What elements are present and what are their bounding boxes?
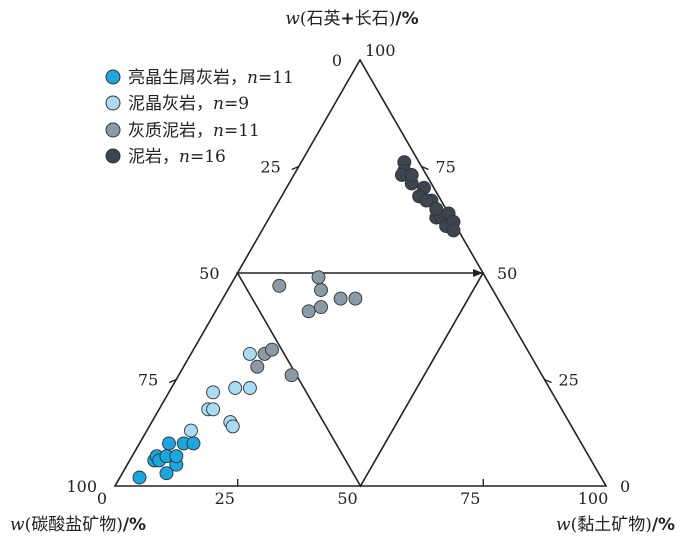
data-point-series-1: [206, 385, 221, 400]
legend-marker-1: [105, 95, 121, 111]
bottom-tick-label: 50: [337, 489, 357, 508]
legend-marker-0: [105, 69, 121, 85]
bottom-tick-label: 75: [460, 489, 480, 508]
data-point-series-1: [242, 381, 257, 395]
data-point-series-2: [265, 342, 279, 357]
data-point-series-2: [333, 291, 348, 306]
left-tick-label: 100: [66, 477, 97, 496]
data-point-series-2: [311, 270, 326, 285]
left-tick-1: [291, 165, 300, 171]
legend-label-2: 灰质泥岩，n=11: [128, 121, 260, 141]
data-point-series-3: [446, 223, 461, 238]
left-tick-0: [168, 378, 177, 384]
data-point-series-2: [284, 368, 299, 383]
legend-label-1: 泥晶灰岩，n=9: [128, 94, 249, 114]
right-tick-1: [421, 165, 429, 171]
tick-marks: [168, 165, 552, 486]
right-tick-label: 25: [559, 371, 579, 390]
legend-marker-3: [105, 148, 121, 164]
data-point-series-1: [228, 381, 243, 395]
data-point-series-1: [184, 423, 198, 438]
right-axis-title: w(黏土矿物)/%: [556, 515, 675, 535]
data-point-series-2: [348, 291, 363, 306]
data-point-series-2: [314, 300, 328, 315]
data-point-series-1: [242, 346, 257, 361]
bottom-tick-label: 0: [97, 489, 107, 508]
top-axis-title: w(石英+长石)/%: [285, 9, 418, 29]
data-point-series-0: [159, 466, 174, 481]
data-point-series-3: [404, 168, 419, 182]
data-point-series-1: [206, 402, 221, 417]
midline-arrowhead: [473, 269, 483, 277]
legend-marker-2: [105, 122, 121, 138]
data-point-series-3: [429, 202, 444, 217]
data-point-series-1: [225, 419, 240, 434]
legend-label-0: 亮晶生屑灰岩，n=11: [128, 68, 294, 88]
data-points: [132, 155, 461, 485]
right-tick-label: 50: [497, 264, 517, 283]
left-tick-label: 75: [138, 371, 158, 390]
data-point-series-0: [169, 449, 184, 464]
data-point-series-2: [250, 359, 265, 374]
right-tick-label: 75: [436, 158, 456, 177]
right-tick-0: [544, 378, 552, 384]
bottom-tick-label: 100: [578, 489, 609, 508]
data-point-series-0: [186, 436, 201, 451]
left-tick-label: 50: [199, 264, 219, 283]
right-tick-label: 0: [620, 477, 630, 496]
left-axis-title: w(碳酸盐矿物)/%: [10, 515, 146, 535]
data-point-series-2: [301, 304, 316, 319]
right-tick-label: 100: [365, 41, 396, 60]
left-tick-label: 0: [332, 51, 342, 70]
data-point-series-0: [132, 470, 147, 485]
legend: 亮晶生屑灰岩，n=11 泥晶灰岩，n=9 灰质泥岩，n=11 泥岩，n=16: [105, 68, 294, 167]
ternary-frame: [113, 58, 608, 488]
bottom-tick-label: 25: [215, 489, 235, 508]
data-point-series-3: [419, 193, 434, 208]
left-tick-label: 25: [260, 158, 280, 177]
data-point-series-0: [162, 436, 176, 451]
data-point-series-2: [272, 278, 287, 293]
inner-triangle: [236, 272, 485, 488]
data-point-series-2: [314, 283, 328, 297]
legend-label-3: 泥岩，n=16: [128, 147, 226, 167]
